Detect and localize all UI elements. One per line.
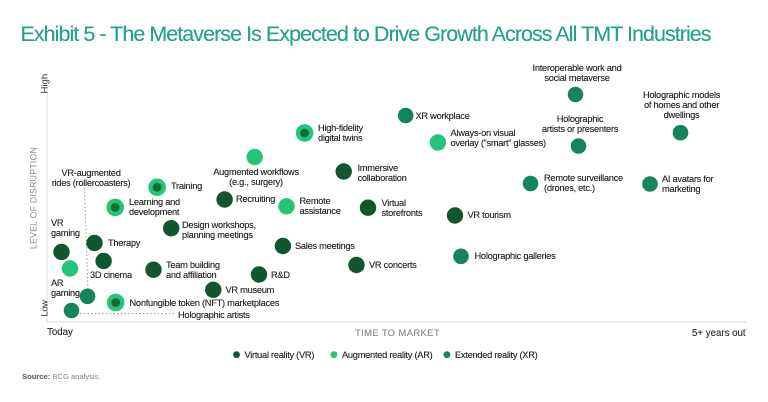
svg-text:High: High bbox=[40, 74, 51, 94]
svg-text:Low: Low bbox=[39, 300, 50, 317]
svg-text:LEVEL OF DISRUPTION: LEVEL OF DISRUPTION bbox=[29, 147, 39, 249]
